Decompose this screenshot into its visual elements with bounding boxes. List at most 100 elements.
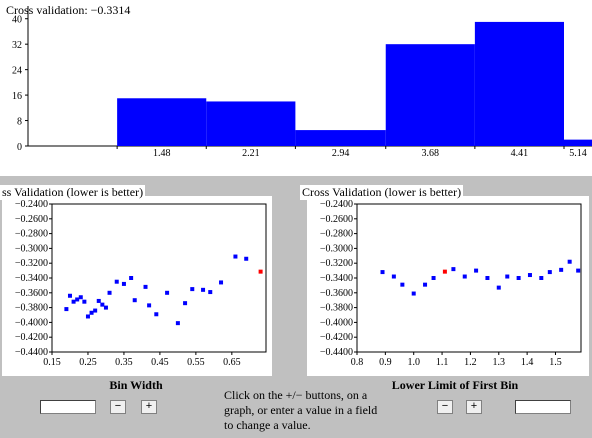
lower-limit-data-point (559, 267, 564, 272)
bin-width-data-point (114, 279, 119, 284)
bin-width-data-point (219, 280, 224, 285)
bin-width-data-point (82, 299, 87, 304)
bin-width-data-point (165, 290, 170, 295)
histogram-x-tick-label: 2.94 (332, 148, 350, 159)
lower-limit-x-tick-label: 1.1 (436, 357, 449, 368)
histogram-chart[interactable]: 0 8 16 24 32 40 1.48 2.21 2.94 3.68 4.41 5.14 (0, 0, 592, 176)
lower-limit-y-tick-label: −0.2800 (320, 229, 353, 240)
bin-width-data-point (147, 303, 152, 308)
lower-limit-data-point (411, 291, 416, 296)
lower-limit-minus-button[interactable]: − (437, 400, 453, 414)
bin-width-data-point (64, 307, 69, 312)
lower-limit-y-tick-label: −0.2600 (320, 214, 353, 225)
bin-width-x-tick-label: 0.45 (151, 357, 169, 368)
histogram-bar (564, 139, 592, 146)
bin-width-y-tick-label: −0.3400 (15, 273, 48, 284)
cross-validation-readout: Cross validation: −0.3314 (6, 3, 131, 17)
histogram-x-tick-label: 3.68 (422, 148, 440, 159)
lower-limit-y-tick-label: −0.2400 (320, 199, 353, 210)
bin-width-data-point (183, 301, 188, 306)
lower-limit-y-tick-label: −0.3600 (320, 288, 353, 299)
bin-width-data-point (103, 305, 108, 310)
bin-width-plot-panel[interactable]: −0.2400 −0.2600 −0.2800 −0.3000 −0.3200 −0.34… (2, 196, 272, 376)
bin-width-field[interactable] (40, 400, 96, 414)
histogram-x-tick-label: 2.21 (242, 148, 260, 159)
lower-limit-y-tick-label: −0.3200 (320, 258, 353, 269)
lower-limit-y-tick-label: −0.4200 (320, 332, 353, 343)
histogram-y-tick-label: 16 (12, 91, 22, 102)
bin-width-y-tick-label: −0.3200 (15, 258, 48, 269)
bin-width-data-point (100, 302, 105, 307)
bin-width-y-tick-label: −0.3000 (15, 243, 48, 254)
lower-limit-field[interactable] (515, 400, 571, 414)
bin-width-data-point (129, 276, 134, 280)
lower-limit-plot-frame (356, 203, 582, 353)
lower-limit-y-tick-label: −0.3400 (320, 273, 353, 284)
histogram-y-tick-label: 8 (17, 117, 22, 128)
lower-limit-data-point (516, 276, 521, 280)
lower-limit-x-tick-label: 1.2 (464, 357, 477, 368)
histogram-x-tick-label: 1.48 (153, 148, 171, 159)
bin-width-data-point (96, 298, 101, 303)
bin-width-selected-point (258, 269, 263, 274)
bin-width-minus-button[interactable]: − (110, 400, 126, 414)
lower-limit-data-point (496, 285, 501, 290)
lower-limit-data-point (547, 270, 552, 275)
lower-limit-axis-label: Lower Limit of First Bin (391, 378, 519, 392)
lower-limit-data-point (474, 268, 479, 273)
lower-limit-data-point (423, 282, 428, 287)
bin-width-scatter-chart[interactable]: −0.2400 −0.2600 −0.2800 −0.3000 −0.3200 −0.34… (2, 196, 272, 376)
lower-limit-x-tick-label: 1.5 (549, 357, 562, 368)
bin-width-data-point (244, 256, 249, 261)
lower-limit-scatter-chart[interactable]: −0.2400 −0.2600 −0.2800 −0.3000 −0.3200 −0.34… (307, 196, 589, 376)
bin-width-y-tick-label: −0.4400 (15, 347, 48, 358)
histogram-x-tick-label: 4.41 (511, 148, 529, 159)
lower-limit-data-point (380, 270, 385, 275)
bin-width-y-tick-label: −0.2400 (15, 199, 48, 210)
histogram-x-tick-label: 5.14 (569, 148, 587, 159)
lower-limit-x-tick-label: 0.9 (379, 357, 392, 368)
bin-width-data-point (75, 297, 80, 302)
lower-limit-data-point (576, 268, 581, 273)
lower-limit-data-point (527, 273, 532, 278)
bin-width-data-point (201, 287, 206, 292)
bin-width-data-point (154, 312, 159, 317)
lower-limit-y-tick-label: −0.3800 (320, 303, 353, 314)
lower-limit-data-point (567, 259, 572, 264)
lower-limit-data-point (451, 267, 456, 272)
bin-width-x-tick-label: 0.15 (43, 357, 61, 368)
lower-limit-selected-point (442, 269, 447, 274)
bin-width-x-tick-label: 0.25 (79, 357, 97, 368)
histogram-y-tick-label: 24 (12, 66, 22, 77)
bin-width-data-point (190, 287, 195, 292)
bin-width-data-point (208, 290, 213, 295)
bin-width-plot-title: ss Validation (lower is better) (0, 185, 146, 200)
lower-limit-x-tick-label: 1.0 (407, 357, 420, 368)
histogram-bar (474, 21, 564, 147)
histogram-y-tick-label: 0 (17, 142, 22, 153)
histogram-panel[interactable]: 0 8 16 24 32 40 1.48 2.21 2.94 3.68 4.41 5.14 Cross… (0, 0, 592, 176)
bin-width-data-point (85, 314, 90, 319)
lower-limit-plus-button[interactable]: + (466, 400, 482, 414)
bin-width-plus-button[interactable]: + (141, 400, 157, 414)
bin-width-data-point (71, 299, 76, 304)
histogram-bar (385, 44, 475, 146)
bin-width-y-tick-label: −0.3800 (15, 303, 48, 314)
bin-width-x-tick-label: 0.35 (115, 357, 133, 368)
histogram-y-tick-label: 40 (12, 15, 22, 26)
lower-limit-plot-panel[interactable]: −0.2400 −0.2600 −0.2800 −0.3000 −0.3200 −0.34… (307, 196, 589, 376)
lower-limit-plot-title: Cross Validation (lower is better) (300, 185, 464, 200)
lower-limit-data-point (485, 276, 490, 280)
bin-width-x-tick-label: 0.55 (187, 357, 205, 368)
lower-limit-x-tick-label: 0.8 (351, 357, 364, 368)
bin-width-y-tick-label: −0.2600 (15, 214, 48, 225)
bin-width-axis-label: Bin Width (109, 378, 163, 392)
bin-width-data-point (121, 281, 126, 286)
bin-width-y-tick-label: −0.2800 (15, 229, 48, 240)
bin-width-data-point (89, 310, 94, 315)
bin-width-data-point (93, 308, 98, 313)
lower-limit-data-point (431, 276, 436, 280)
bin-width-data-point (107, 290, 112, 295)
bin-width-y-tick-label: −0.4000 (15, 317, 48, 328)
instructions-text: Click on the +/− buttons, on a graph, or… (224, 388, 378, 432)
